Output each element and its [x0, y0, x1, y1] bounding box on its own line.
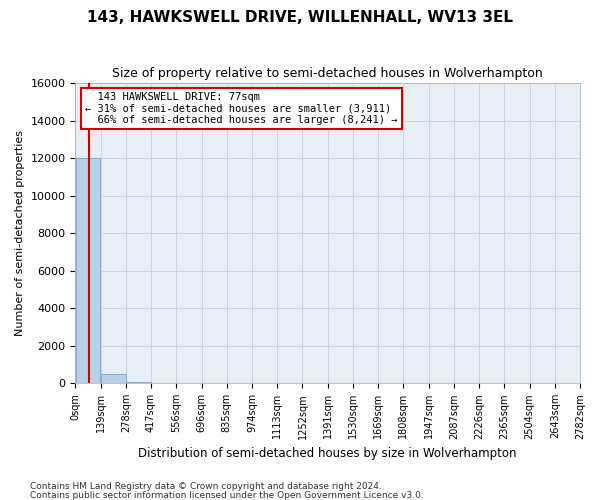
Bar — [76, 158, 100, 384]
Text: Contains HM Land Registry data © Crown copyright and database right 2024.: Contains HM Land Registry data © Crown c… — [30, 482, 382, 491]
Title: Size of property relative to semi-detached houses in Wolverhampton: Size of property relative to semi-detach… — [112, 68, 543, 80]
X-axis label: Distribution of semi-detached houses by size in Wolverhampton: Distribution of semi-detached houses by … — [139, 447, 517, 460]
Y-axis label: Number of semi-detached properties: Number of semi-detached properties — [15, 130, 25, 336]
Text: Contains public sector information licensed under the Open Government Licence v3: Contains public sector information licen… — [30, 490, 424, 500]
Bar — [101, 374, 125, 384]
Text: 143 HAWKSWELL DRIVE: 77sqm
← 31% of semi-detached houses are smaller (3,911)
  6: 143 HAWKSWELL DRIVE: 77sqm ← 31% of semi… — [85, 92, 398, 126]
Text: 143, HAWKSWELL DRIVE, WILLENHALL, WV13 3EL: 143, HAWKSWELL DRIVE, WILLENHALL, WV13 3… — [87, 10, 513, 25]
Bar — [126, 382, 151, 384]
